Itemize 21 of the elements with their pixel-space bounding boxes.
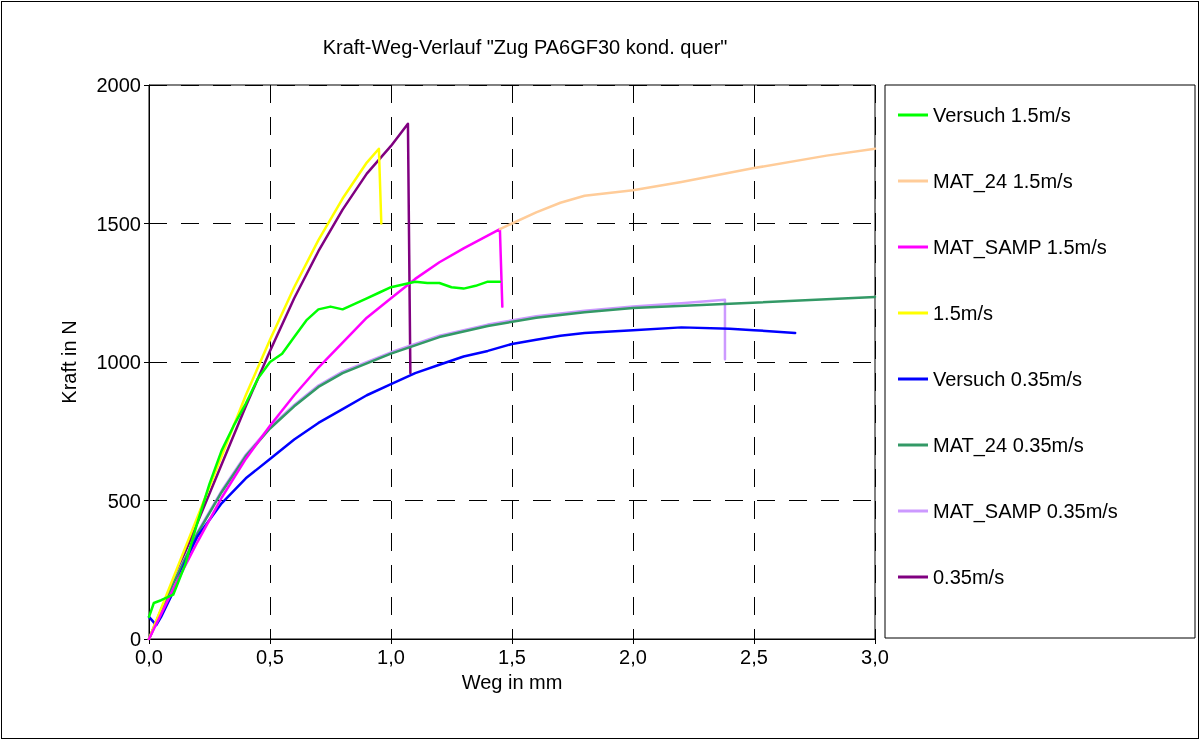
x-tick-label: 1,0: [377, 646, 405, 668]
legend-label: 1.5m/s: [933, 302, 994, 324]
legend-label: MAT_SAMP 0.35m/s: [933, 500, 1118, 523]
legend-label: MAT_24 0.35m/s: [933, 434, 1084, 457]
y-tick-label: 1000: [96, 351, 141, 373]
x-axis-title: Weg in mm: [461, 670, 563, 693]
y-tick-label: 1500: [96, 212, 141, 235]
x-tick-label: 2,0: [619, 646, 647, 668]
chart-title: Kraft-Weg-Verlauf "Zug PA6GF30 kond. quer": [322, 36, 728, 58]
y-axis-title: Kraft in N: [58, 320, 80, 404]
x-tick-label: 1,5: [498, 646, 526, 668]
legend-label: Versuch 1.5m/s: [933, 104, 1071, 126]
y-tick-label: 500: [107, 489, 141, 512]
legend-label: MAT_24 1.5m/s: [933, 170, 1073, 193]
legend-label: MAT_SAMP 1.5m/s: [933, 236, 1107, 259]
x-tick-label: 3,0: [861, 646, 889, 668]
legend-label: 0.35m/s: [933, 566, 1005, 588]
legend-label: Versuch 0.35m/s: [933, 368, 1082, 390]
x-tick-label: 0,5: [256, 646, 284, 668]
x-tick-label: 2,5: [740, 646, 768, 668]
y-tick-label: 2000: [96, 74, 141, 96]
